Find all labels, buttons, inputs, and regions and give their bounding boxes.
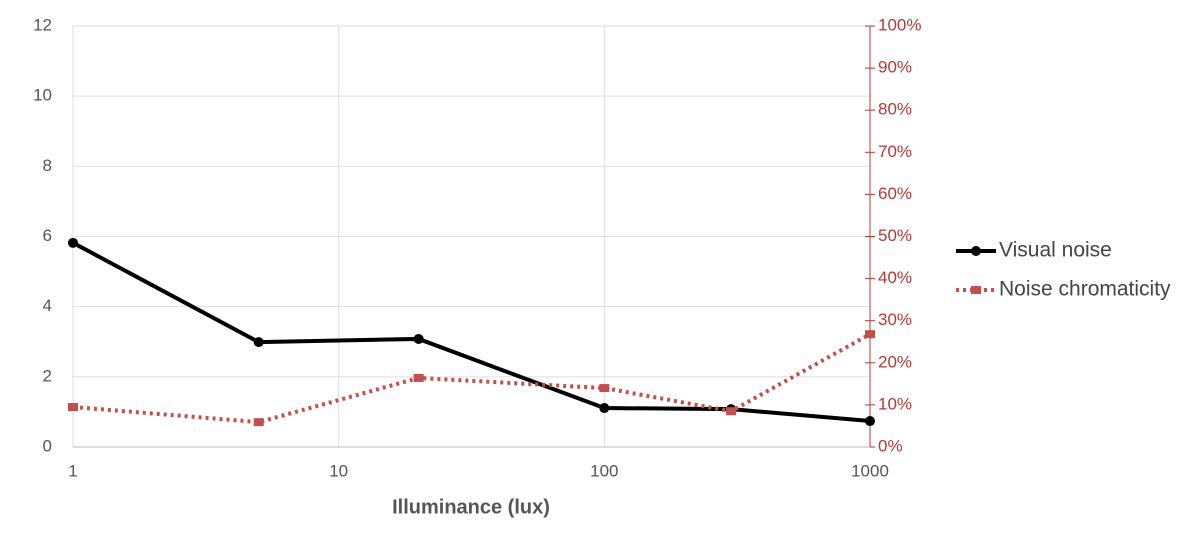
x-tick-label: 10 xyxy=(329,461,348,480)
y2-tick-label: 80% xyxy=(878,100,912,119)
y2-tick-label: 60% xyxy=(878,184,912,203)
y-tick-label: 4 xyxy=(43,296,52,315)
legend-marker xyxy=(971,286,981,294)
x-axis-title: Illuminance (lux) xyxy=(392,496,550,518)
point xyxy=(68,403,78,412)
point xyxy=(413,333,424,344)
y-tick-label: 12 xyxy=(33,15,52,34)
x-tick-label: 1000 xyxy=(851,461,889,480)
y-tick-label: 8 xyxy=(43,156,52,175)
point xyxy=(599,403,610,414)
point xyxy=(865,330,875,339)
point xyxy=(599,384,610,393)
y2-tick-label: 40% xyxy=(878,268,912,287)
y2-tick-label: 50% xyxy=(878,226,912,245)
y2-tick-label: 100% xyxy=(878,15,921,34)
y-tick-label: 6 xyxy=(43,226,52,245)
x-tick-label: 100 xyxy=(590,461,618,480)
legend-label: Visual noise xyxy=(999,239,1112,262)
series-line xyxy=(72,241,871,424)
y2-tick-label: 70% xyxy=(878,142,912,161)
point xyxy=(726,407,737,416)
y2-tick-label: 10% xyxy=(878,394,912,413)
y-tick-label: 10 xyxy=(33,86,52,105)
y2-tick-label: 0% xyxy=(878,436,903,455)
y-tick-label: 2 xyxy=(43,366,52,385)
point xyxy=(253,418,264,427)
y2-tick-label: 20% xyxy=(878,352,912,371)
point xyxy=(68,237,78,248)
legend-marker xyxy=(971,246,981,256)
series-line xyxy=(72,332,871,425)
x-tick-label: 1 xyxy=(68,461,77,480)
y-tick-label: 0 xyxy=(43,436,52,455)
point xyxy=(413,373,424,382)
y2-tick-label: 90% xyxy=(878,58,912,77)
legend-label: Noise chromaticity xyxy=(999,278,1171,301)
point xyxy=(865,416,875,427)
y2-tick-label: 30% xyxy=(878,310,912,329)
point xyxy=(253,337,264,348)
